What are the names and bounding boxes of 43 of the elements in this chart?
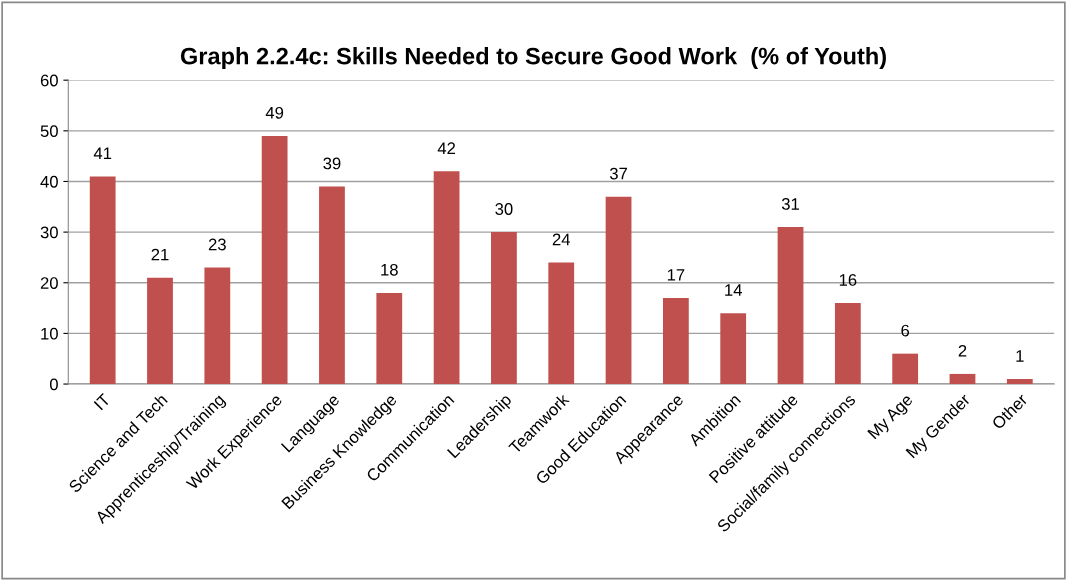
chart-title: Graph 2.2.4c: Skills Needed to Secure Good Work (% of Youth) (180, 47, 886, 70)
bar (491, 232, 517, 385)
bar (605, 196, 632, 385)
data-label: 39 (323, 157, 341, 170)
y-tick-label: 40 (40, 175, 58, 188)
bar (261, 135, 288, 385)
data-label: 37 (609, 167, 627, 180)
data-label: 16 (839, 274, 857, 286)
data-label: 6 (901, 324, 910, 337)
x-tick-label: My Age (867, 393, 916, 442)
bar (548, 262, 575, 385)
y-tick-label: 20 (40, 277, 58, 289)
data-label: 14 (725, 284, 742, 296)
bar (720, 313, 747, 385)
data-label: 42 (437, 142, 456, 154)
data-label: 18 (381, 263, 398, 276)
y-tick-label: 50 (40, 125, 58, 138)
data-label: 2 (958, 344, 967, 357)
bar (204, 267, 231, 385)
data-label: 1 (1016, 350, 1024, 362)
data-label: 24 (552, 233, 571, 246)
y-tick-label: 60 (40, 74, 58, 87)
data-label: 21 (151, 248, 169, 261)
bar (777, 227, 804, 385)
data-label: 41 (93, 147, 112, 160)
bar (892, 353, 919, 385)
y-tick-label: 0 (49, 378, 58, 391)
bar (433, 171, 460, 385)
data-label: 17 (667, 269, 685, 281)
data-label: 30 (495, 203, 513, 215)
bar (662, 297, 689, 385)
bar (949, 373, 976, 385)
bar (319, 186, 345, 385)
y-tick-label: 10 (41, 327, 58, 340)
data-label: 23 (208, 238, 226, 251)
bar (89, 176, 116, 385)
bar (1006, 378, 1033, 385)
bar (376, 292, 403, 385)
data-label: 49 (265, 106, 284, 119)
y-tick-label: 30 (40, 226, 58, 239)
bar (147, 277, 173, 385)
bar (834, 303, 861, 385)
data-label: 31 (781, 198, 799, 210)
